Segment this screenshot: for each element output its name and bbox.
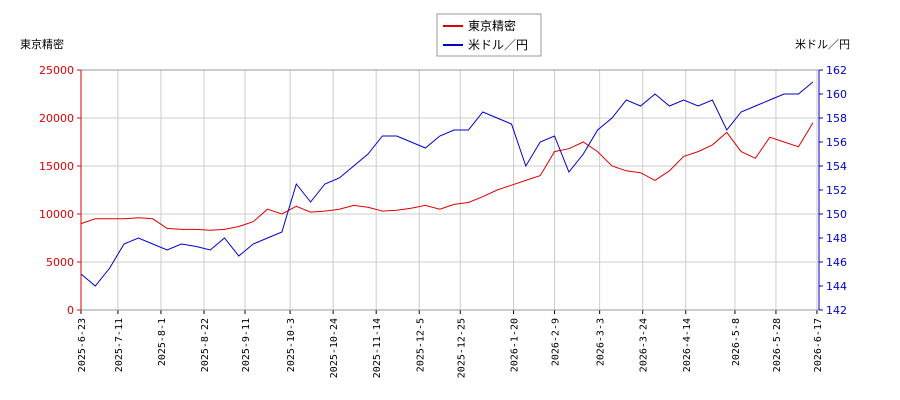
y2-tick-label: 148 <box>826 232 847 245</box>
y-axis-label: 東京精密 <box>20 37 64 51</box>
x-tick-label: 2026-6-17 <box>813 318 824 372</box>
x-tick-label: 2025-8-22 <box>200 318 211 372</box>
x-tick-label: 2026-2-9 <box>551 318 562 366</box>
x-tick-label: 2025-12-5 <box>415 318 426 372</box>
y2-tick-label: 146 <box>826 256 847 269</box>
plot-frame <box>80 69 820 311</box>
x-tick-label: 2025-8-1 <box>157 318 168 366</box>
y2-tick-label: 152 <box>826 184 847 197</box>
x-tick-label: 2025-10-3 <box>286 318 297 372</box>
y-tick-label: 15000 <box>39 160 74 173</box>
y2-tick-label: 160 <box>826 88 847 101</box>
data-line <box>80 81 814 287</box>
y-tick-label: 25000 <box>39 64 74 77</box>
y2-tick-label: 154 <box>826 160 847 173</box>
y2-tick-label: 144 <box>826 280 847 293</box>
x-tick-label: 2026-1-20 <box>510 318 521 372</box>
x-tick-label: 2025-9-11 <box>241 318 252 372</box>
y2-tick-label: 162 <box>826 64 847 77</box>
x-tick-label: 2026-4-14 <box>682 318 693 372</box>
x-tick-label: 2025-10-24 <box>329 318 340 378</box>
data-line <box>80 122 814 231</box>
y2-axis-label: 米ドル／円 <box>795 38 850 51</box>
x-tick-label: 2025-7-11 <box>114 318 125 372</box>
legend-box <box>436 13 542 57</box>
x-tick-label: 2026-5-8 <box>731 318 742 366</box>
y2-tick-label: 156 <box>826 136 847 149</box>
y-tick-label: 20000 <box>39 112 74 125</box>
y2-tick-label: 142 <box>826 304 847 317</box>
x-tick-label: 2025-12-25 <box>456 318 467 378</box>
x-tick-label: 2026-3-24 <box>639 318 650 372</box>
y-tick-label: 10000 <box>39 208 74 221</box>
legend-label: 東京精密 <box>468 18 516 33</box>
x-tick-label: 2026-3-3 <box>596 318 607 366</box>
x-tick-label: 2025-11-14 <box>372 318 383 378</box>
y2-tick-label: 158 <box>826 112 847 125</box>
y-tick-label: 0 <box>67 304 74 317</box>
x-tick-label: 2026-5-28 <box>772 318 783 372</box>
y-tick-label: 5000 <box>46 256 74 269</box>
legend-label: 米ドル／円 <box>468 38 528 52</box>
x-tick-label: 2025-6-23 <box>77 318 88 372</box>
y2-tick-label: 150 <box>826 208 847 221</box>
